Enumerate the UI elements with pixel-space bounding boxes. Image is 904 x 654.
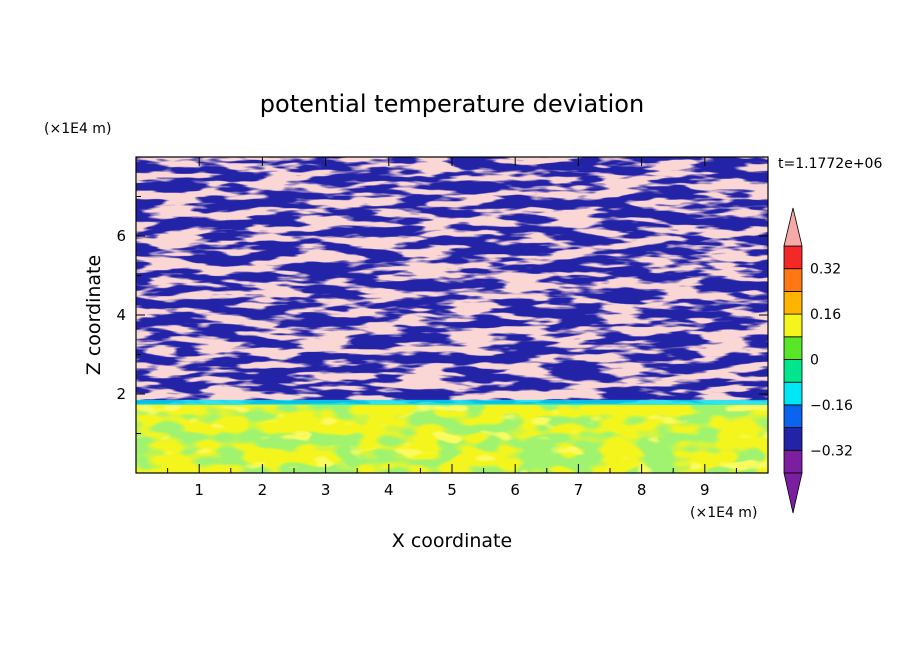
x-tick-label: 6 [510,481,520,499]
colorbar-segment [783,427,803,451]
x-tick-label: 2 [258,481,268,499]
y-axis-label: Z coordinate [83,255,105,375]
x-tick-label: 1 [194,481,204,499]
colorbar-extend-high [783,207,803,247]
interface-band [136,399,768,405]
y-tick-label: 4 [116,306,126,324]
y-tick-label: 6 [116,227,126,245]
colorbar: 0.32 0.16 0 −0.16 −0.32 [783,207,853,514]
colorbar-label: 0.16 [810,307,841,323]
x-tick-label: 5 [447,481,457,499]
colorbar-label: −0.32 [810,443,853,459]
boundary-layer-warm-eddies [136,403,768,473]
x-tick-label: 8 [637,481,647,499]
colorbar-segment [783,336,803,360]
upper-layer-positive-patches [136,157,768,404]
time-label: t=1.1772e+06 [778,156,882,172]
x-tick-label: 7 [574,481,584,499]
x-axis-ticks: 1 2 3 4 5 6 7 8 9 [167,157,737,499]
x-tick-label: 9 [700,481,710,499]
colorbar-segment [783,290,803,315]
colorbar-label: −0.16 [810,398,853,414]
x-tick-label: 4 [384,481,394,499]
colorbar-segment [783,449,803,474]
y-axis-ticks: 2 4 6 [116,196,768,434]
colorbar-segment [783,313,803,338]
colorbar-label: 0 [810,353,819,369]
x-tick-label: 3 [321,481,331,499]
colorbar-segment [783,359,803,383]
colorbar-segment [783,381,803,406]
x-axis-unit: (×1E4 m) [690,505,757,521]
y-tick-label: 2 [116,385,126,403]
colorbar-label: 0.32 [810,262,841,278]
colorbar-segment [783,268,803,292]
chart-title: potential temperature deviation [260,90,644,118]
x-axis-label: X coordinate [392,530,512,552]
y-axis-unit: (×1E4 m) [44,121,111,137]
colorbar-extend-low [783,472,803,514]
colorbar-segment [783,245,803,270]
contour-field [136,157,768,473]
colorbar-segment [783,404,803,428]
